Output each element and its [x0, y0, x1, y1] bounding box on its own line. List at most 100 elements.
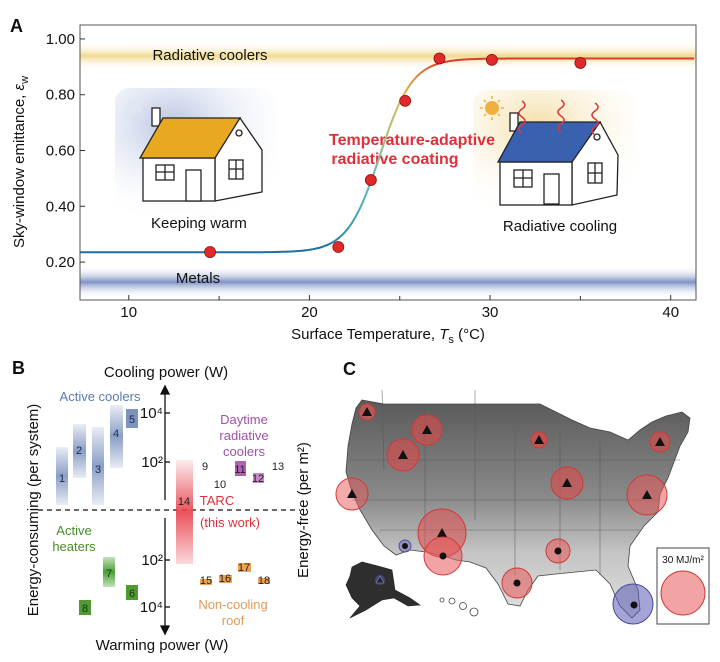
legend-label: 30 MJ/m² — [662, 555, 704, 566]
sun-icon — [480, 96, 504, 120]
marker-duluth — [530, 431, 548, 449]
panel-c: C — [335, 359, 710, 625]
x-tick-label: 40 — [662, 304, 679, 321]
vertical-axis — [159, 384, 171, 636]
keeping-warm-illustration: Keeping warm — [115, 88, 277, 232]
legend-circle — [660, 570, 706, 616]
marker-phoenix — [423, 536, 463, 576]
item-label-3: 3 — [95, 464, 101, 476]
bar-item-7 — [103, 557, 115, 587]
y-tick-label: 0.60 — [46, 143, 75, 160]
panel-a: A Radiative coolers Metals — [10, 16, 697, 346]
daytime-label-2: radiative — [219, 428, 268, 443]
alaska-shape — [345, 561, 421, 619]
plot-frame — [79, 24, 697, 301]
item-label-15: 15 — [200, 575, 212, 587]
heat-radiation-icon — [518, 99, 599, 136]
marker-boise — [386, 438, 420, 472]
item-label-2: 2 — [76, 445, 82, 457]
axis-ticks: 10 20 30 40 1.00 0.80 0.60 0.40 0.20 — [46, 31, 679, 321]
bar-item-14-tarc — [176, 460, 193, 564]
item-label-8: 8 — [82, 603, 88, 615]
radiative-cooling-label: Radiative cooling — [503, 218, 617, 235]
x-tick-label: 10 — [120, 304, 137, 321]
item-label-9: 9 — [202, 461, 208, 473]
item-label-10: 10 — [214, 479, 226, 491]
panel-label-c: C — [343, 359, 356, 379]
item-label-16: 16 — [219, 573, 231, 585]
coating-label-line2: radiative coating — [331, 151, 458, 168]
bar-item-8 — [79, 600, 91, 615]
radiative-cooling-illustration: Radiative cooling — [473, 90, 635, 235]
marker-los-angeles — [398, 539, 412, 553]
marker-seattle — [358, 403, 376, 421]
bar-item-3 — [92, 427, 104, 505]
data-point — [433, 52, 446, 65]
hawaii-shape — [439, 597, 479, 617]
data-point — [332, 241, 345, 253]
y-tick-label: 0.40 — [46, 198, 75, 215]
marker-houston — [501, 567, 533, 599]
bar-item-2 — [73, 424, 86, 478]
active-coolers-label: Active coolers — [60, 389, 141, 404]
us-map — [345, 389, 691, 619]
marker-helena — [411, 414, 443, 446]
x-tick-label: 30 — [482, 304, 499, 321]
non-cooling-label-2: roof — [222, 613, 245, 628]
x-axis-label: Surface Temperature, Ts (°C) — [291, 326, 485, 346]
item-label-11: 11 — [234, 464, 245, 476]
bar-item-5 — [126, 409, 138, 428]
tarc-this-work-label: (this work) — [200, 515, 260, 530]
radiative-coolers-label: Radiative coolers — [152, 47, 267, 64]
item-label-7: 7 — [106, 568, 112, 580]
tarc-label: TARC — [200, 493, 234, 508]
panel-label-a: A — [10, 16, 23, 36]
item-label-14: 14 — [178, 496, 190, 508]
daytime-label-1: Daytime — [220, 412, 268, 427]
bar-item-4 — [110, 405, 123, 468]
y-tick-label: 1.00 — [46, 31, 75, 48]
tick-down-10-2: 10² — [141, 552, 163, 569]
fit-curve — [80, 57, 695, 254]
tick-up-10-2: 10² — [141, 454, 163, 471]
house-icon — [496, 112, 619, 206]
metals-band — [80, 266, 696, 298]
active-heaters-label-1: Active — [56, 523, 91, 538]
radiative-coolers-band — [80, 42, 696, 70]
bar-item-17 — [238, 563, 251, 572]
tick-down-10-4: 10⁴ — [140, 599, 163, 616]
y-tick-label: 0.20 — [46, 254, 75, 271]
bar-item-18 — [258, 578, 270, 584]
keeping-warm-label: Keeping warm — [151, 215, 247, 232]
bar-item-16 — [219, 575, 232, 583]
house-icon — [138, 107, 263, 202]
energy-free-label: Energy-free (per m²) — [295, 442, 312, 578]
y-tick-label: 0.80 — [46, 87, 75, 104]
marker-miami — [612, 583, 654, 625]
marker-burlington — [649, 431, 671, 453]
data-point — [204, 246, 216, 258]
daytime-label-3: coolers — [223, 444, 265, 459]
marker-baltimore — [626, 474, 668, 516]
marker-san-francisco — [335, 477, 369, 511]
metals-label: Metals — [176, 270, 220, 287]
marker-memphis — [545, 538, 571, 564]
cooling-power-label: Cooling power (W) — [104, 364, 228, 381]
bar-item-12 — [253, 473, 264, 483]
item-label-1: 1 — [59, 473, 65, 485]
city-markers — [335, 403, 671, 625]
item-label-17: 17 — [238, 562, 250, 574]
bar-item-11 — [235, 461, 246, 476]
panel-label-b: B — [12, 358, 25, 378]
marker-alaska — [375, 575, 385, 585]
item-label-4: 4 — [113, 428, 119, 440]
active-heaters-label-2: heaters — [52, 539, 96, 554]
snowflake-icon — [126, 97, 144, 115]
bar-item-1 — [56, 447, 68, 505]
tick-up-10-4: 10⁴ — [140, 405, 163, 422]
bar-item-15 — [200, 579, 212, 585]
item-label-18: 18 — [258, 575, 270, 587]
item-label-5: 5 — [129, 414, 135, 426]
item-numbers: 1 2 3 4 5 6 7 8 9 10 11 12 13 14 15 16 1… — [59, 414, 284, 615]
